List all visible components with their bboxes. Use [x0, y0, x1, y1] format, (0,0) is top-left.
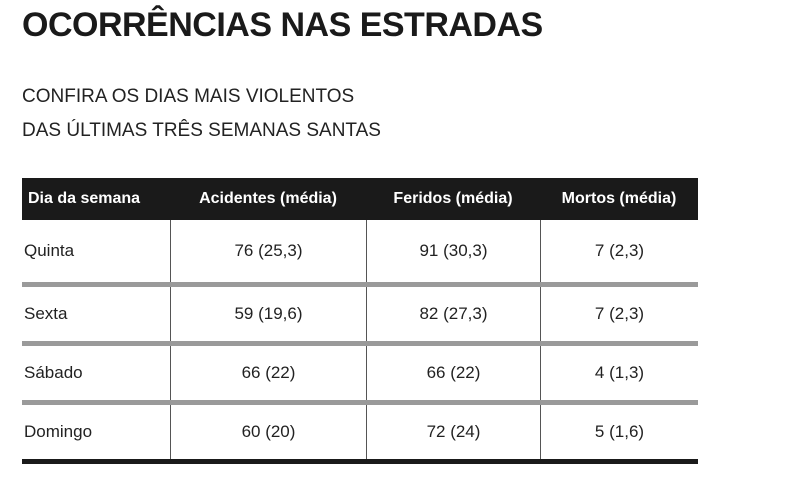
header-feridos: Feridos (média) — [393, 190, 513, 207]
header-day: Dia da semana — [28, 190, 141, 207]
cell-day: Sábado — [24, 363, 83, 382]
table-row: Sábado 66 (22) 66 (22) 4 (1,3) — [22, 341, 698, 400]
cell-day: Quinta — [24, 241, 75, 260]
table-row: Quinta 76 (25,3) 91 (30,3) 7 (2,3) — [22, 220, 698, 282]
cell-acidentes: 76 (25,3) — [170, 220, 366, 282]
cell-day: Sexta — [24, 304, 68, 323]
cell-feridos: 72 (24) — [366, 405, 540, 459]
cell-feridos: 66 (22) — [366, 346, 540, 400]
table-header: Dia da semana Acidentes (média) Feridos … — [22, 178, 698, 220]
cell-mortos: 7 (2,3) — [540, 287, 698, 341]
cell-acidentes: 59 (19,6) — [170, 287, 366, 341]
table-row: Domingo 60 (20) 72 (24) 5 (1,6) — [22, 400, 698, 464]
cell-mortos: 5 (1,6) — [540, 405, 698, 459]
header-mortos: Mortos (média) — [561, 190, 677, 207]
data-table: Dia da semana Acidentes (média) Feridos … — [22, 178, 698, 464]
page-title: OCORRÊNCIAS NAS ESTRADAS — [22, 6, 543, 44]
cell-feridos: 82 (27,3) — [366, 287, 540, 341]
cell-mortos: 4 (1,3) — [540, 346, 698, 400]
cell-acidentes: 66 (22) — [170, 346, 366, 400]
cell-feridos: 91 (30,3) — [366, 220, 540, 282]
cell-day: Domingo — [24, 422, 93, 441]
cell-mortos: 7 (2,3) — [540, 220, 698, 282]
table-row: Sexta 59 (19,6) 82 (27,3) 7 (2,3) — [22, 282, 698, 341]
cell-acidentes: 60 (20) — [170, 405, 366, 459]
header-acidentes: Acidentes (média) — [199, 190, 337, 207]
subtitle-line-1: CONFIRA OS DIAS MAIS VIOLENTOS — [22, 86, 355, 107]
subtitle-line-2: DAS ÚLTIMAS TRÊS SEMANAS SANTAS — [22, 120, 381, 141]
